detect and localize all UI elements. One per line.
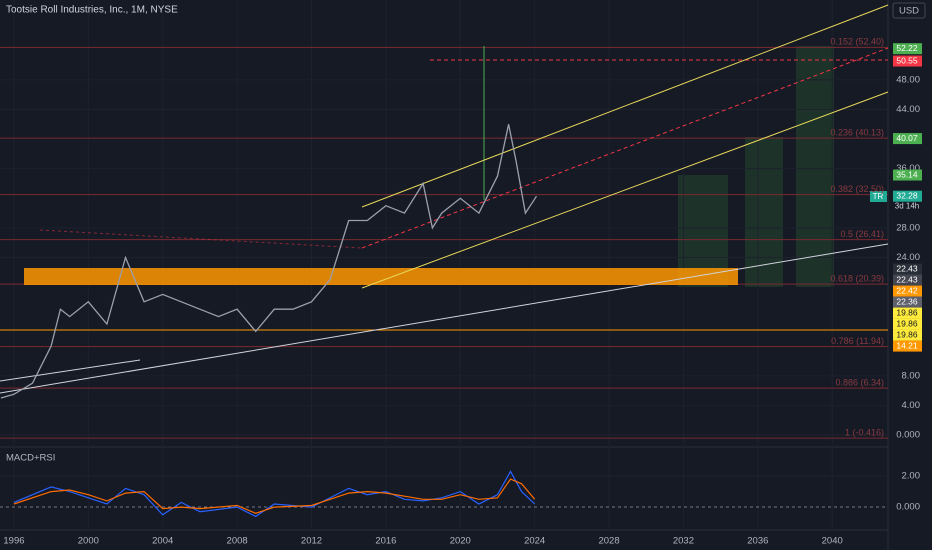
- x-tick-label: 1996: [3, 536, 24, 547]
- y2-tick-label: 2.00: [902, 471, 921, 482]
- symbol: TR: [873, 192, 884, 201]
- y-tick-label: 36.00: [896, 163, 920, 174]
- price-label: 19.86: [896, 307, 918, 317]
- y-tick-label: 8.00: [902, 370, 921, 381]
- price-label: 22.43: [896, 274, 918, 284]
- price-label: 19.86: [896, 318, 918, 328]
- fib-label: 0.786 (11.94): [831, 336, 884, 346]
- currency-button[interactable]: [892, 2, 926, 19]
- x-tick-label: 2024: [524, 536, 545, 547]
- x-tick-label: 2020: [450, 536, 471, 547]
- symbol-badge: [870, 191, 887, 202]
- x-tick-label: 2016: [375, 536, 396, 547]
- y-tick-label: 28.00: [896, 222, 920, 233]
- price-label: 19.86: [896, 329, 918, 339]
- y-tick-label: 24.00: [896, 252, 920, 263]
- price-line: [0, 124, 538, 399]
- price-label-box: [893, 55, 922, 67]
- y-tick-label: 4.00: [902, 400, 921, 411]
- x-tick-label: 2008: [227, 536, 248, 547]
- channel-top: [361, 4, 889, 208]
- price-label: 50.55: [896, 55, 918, 65]
- price-label-box: [893, 43, 922, 55]
- target-box: [796, 46, 834, 287]
- indicator-title: MACD+RSI: [6, 453, 55, 464]
- target-box: [745, 137, 783, 287]
- price-label-box: [893, 340, 922, 352]
- price-label: 35.14: [896, 169, 918, 179]
- x-tick-label: 2036: [747, 536, 768, 547]
- channel-bottom: [361, 91, 889, 289]
- y2-tick-label: 0.000: [896, 502, 920, 513]
- price-label-box: [893, 133, 922, 145]
- price-label: 32.28: [896, 190, 918, 200]
- fib-label: 0.5 (26.41): [840, 229, 884, 239]
- price-label-box: [893, 263, 922, 275]
- x-tick-label: 2000: [78, 536, 99, 547]
- price-label: 52.22: [896, 43, 918, 53]
- fib-label: 0.886 (6.34): [835, 377, 884, 387]
- countdown: 3d 14h: [895, 201, 919, 210]
- price-label: 22.43: [896, 263, 918, 273]
- x-tick-label: 2012: [301, 536, 322, 547]
- macd-line: [13, 470, 536, 518]
- channel-mid: [361, 47, 889, 249]
- chart-title: Tootsie Roll Industries, Inc., 1M, NYSE: [6, 5, 178, 16]
- x-tick-label: 2028: [598, 536, 619, 547]
- y-tick-label: 44.00: [896, 104, 920, 115]
- x-tick-label: 2032: [673, 536, 694, 547]
- y-tick-label: 48.00: [896, 74, 920, 85]
- price-label-box: [893, 190, 922, 202]
- price-label-box: [893, 318, 922, 330]
- fib-label: 1 (-0.416): [845, 427, 884, 437]
- long-trendline: [0, 243, 889, 394]
- fib-label: 0.236 (40.13): [830, 127, 884, 137]
- price-label: 40.07: [896, 133, 918, 143]
- fib-label: 0.152 (52.40): [830, 37, 884, 47]
- price-label-box: [893, 285, 922, 297]
- price-label-box: [893, 329, 922, 341]
- x-tick-label: 2040: [822, 536, 843, 547]
- price-label-box: [893, 296, 922, 308]
- y-tick-label: 0.000: [896, 430, 920, 441]
- x-tick-label: 2004: [152, 536, 173, 547]
- price-label: 22.36: [896, 296, 918, 306]
- macd-line: [13, 478, 536, 514]
- price-label: 14.21: [896, 340, 918, 350]
- support-zone: [24, 268, 738, 285]
- price-label-box: [893, 307, 922, 319]
- price-label: 22.42: [896, 285, 918, 295]
- currency[interactable]: USD: [899, 6, 919, 17]
- trendline: [0, 359, 141, 382]
- fib-label: 0.382 (32.50): [830, 184, 884, 194]
- price-label-box: [893, 169, 922, 181]
- fib-label: 0.618 (20.39): [830, 274, 884, 284]
- price-label-box: [893, 274, 922, 286]
